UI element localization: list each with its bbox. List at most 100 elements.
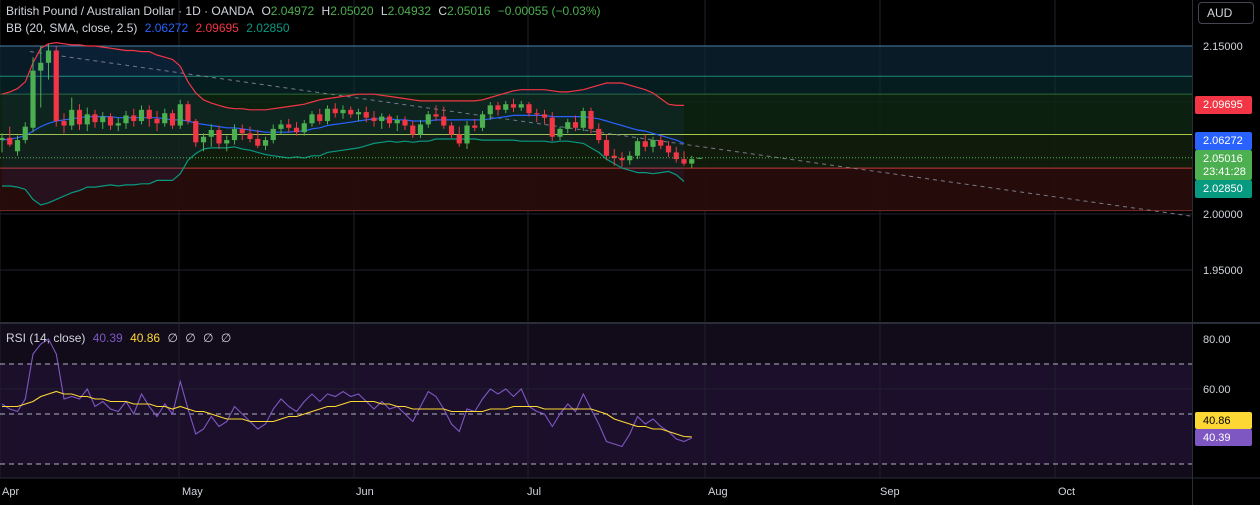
candle-body [45, 50, 52, 63]
candle [627, 151, 633, 165]
bb-lower-price-tag-text: 2.02850 [1203, 183, 1243, 195]
candle-body [61, 121, 67, 126]
rsi-value-tag-text: 40.39 [1203, 432, 1231, 444]
currency-button[interactable]: AUD [1198, 2, 1254, 24]
candle [309, 110, 315, 127]
bb-legend: BB (20, SMA, close, 2.5) 2.06272 2.09695… [6, 21, 294, 36]
candle-body [441, 116, 447, 126]
candle [642, 134, 648, 152]
candle [193, 118, 199, 147]
candle-body [549, 117, 555, 137]
candle [154, 110, 160, 132]
rsi-tick-label: 60.00 [1203, 384, 1231, 396]
candle-body [146, 109, 152, 119]
candle [138, 105, 145, 125]
candle-body [689, 159, 695, 164]
candle-body [665, 145, 672, 153]
candle [534, 108, 540, 123]
candle-body [642, 141, 648, 147]
rsi-ma-tag-bg [1195, 412, 1252, 429]
bb-upper-line [1, 41, 684, 111]
candle-body [681, 159, 687, 164]
candle-body [658, 140, 664, 146]
candle-body [255, 138, 261, 146]
candle-body [154, 118, 160, 124]
candle [7, 126, 13, 147]
candle-body [534, 113, 540, 115]
rsi-ma-tag: 40.86 [1195, 412, 1252, 429]
close-label: C [438, 4, 448, 18]
rsi-label[interactable]: RSI (14, close) [6, 331, 86, 345]
candle-body [14, 140, 21, 152]
candle [634, 137, 641, 160]
candle-body [572, 122, 579, 128]
candle [518, 100, 524, 111]
candle [169, 109, 176, 129]
candle-body [69, 109, 75, 126]
zone-red [0, 168, 1192, 211]
candle [115, 117, 121, 132]
candle [371, 110, 377, 127]
candle [565, 118, 571, 134]
candle-body [224, 140, 230, 144]
candle-body [177, 104, 183, 126]
candle-body [162, 113, 168, 124]
candle-body [495, 105, 501, 110]
candle [100, 112, 106, 129]
bb-lower-line [2, 138, 685, 206]
bb-basis-value: 2.06272 [144, 21, 189, 35]
candle [355, 108, 362, 122]
candle [456, 126, 462, 147]
candle-body [332, 108, 338, 114]
candle [224, 135, 230, 152]
candle-body [541, 114, 548, 118]
candle [588, 107, 594, 134]
candle-body [479, 114, 486, 128]
candle-body [627, 155, 633, 161]
candle [38, 46, 44, 108]
candle [131, 108, 137, 127]
candle [650, 136, 656, 153]
rsi-ma-line [2, 390, 692, 438]
candle-body [650, 140, 656, 147]
high-label: H [321, 4, 331, 18]
candle-body [410, 125, 416, 135]
rsi-ma-tag-text: 40.86 [1203, 415, 1231, 427]
bb-label[interactable]: BB (20, SMA, close, 2.5) [6, 21, 138, 35]
candle-body [348, 109, 354, 115]
bb-basis-line [1, 114, 685, 144]
candle-body [115, 123, 121, 126]
close-value: 2.05016 [447, 4, 491, 18]
zone-mid [0, 94, 1192, 135]
candle-body [402, 119, 408, 126]
rsi-value-tag: 40.39 [1195, 429, 1252, 446]
bb-basis-price-tag: 2.06272 [1195, 132, 1252, 150]
candle-body [596, 128, 602, 141]
candle-body [309, 114, 315, 124]
low-label: L [380, 4, 388, 18]
candle-body [324, 108, 331, 122]
candle-body [526, 104, 532, 114]
candle-body [340, 109, 346, 114]
candle-body [317, 114, 323, 122]
rsi-value-tag-bg [1195, 429, 1252, 446]
candle-body [673, 152, 679, 160]
candle-body [7, 137, 13, 145]
candle-body [185, 104, 191, 122]
candle [619, 152, 625, 167]
candle [348, 106, 354, 118]
symbol-legend: British Pound / Australian Dollar · 1D ·… [6, 4, 605, 19]
candle-body [286, 124, 292, 128]
last-price-tag-bg [1195, 150, 1252, 180]
candle [495, 102, 501, 116]
candle-body [22, 126, 28, 141]
candle-body [417, 124, 424, 135]
bb-upper-value: 2.09695 [195, 21, 239, 35]
candle-body [293, 127, 300, 133]
time-tick-label: Aug [708, 486, 728, 498]
candle [658, 135, 664, 150]
symbol-title[interactable]: British Pound / Australian Dollar · 1D ·… [6, 4, 255, 18]
candle [69, 97, 75, 130]
